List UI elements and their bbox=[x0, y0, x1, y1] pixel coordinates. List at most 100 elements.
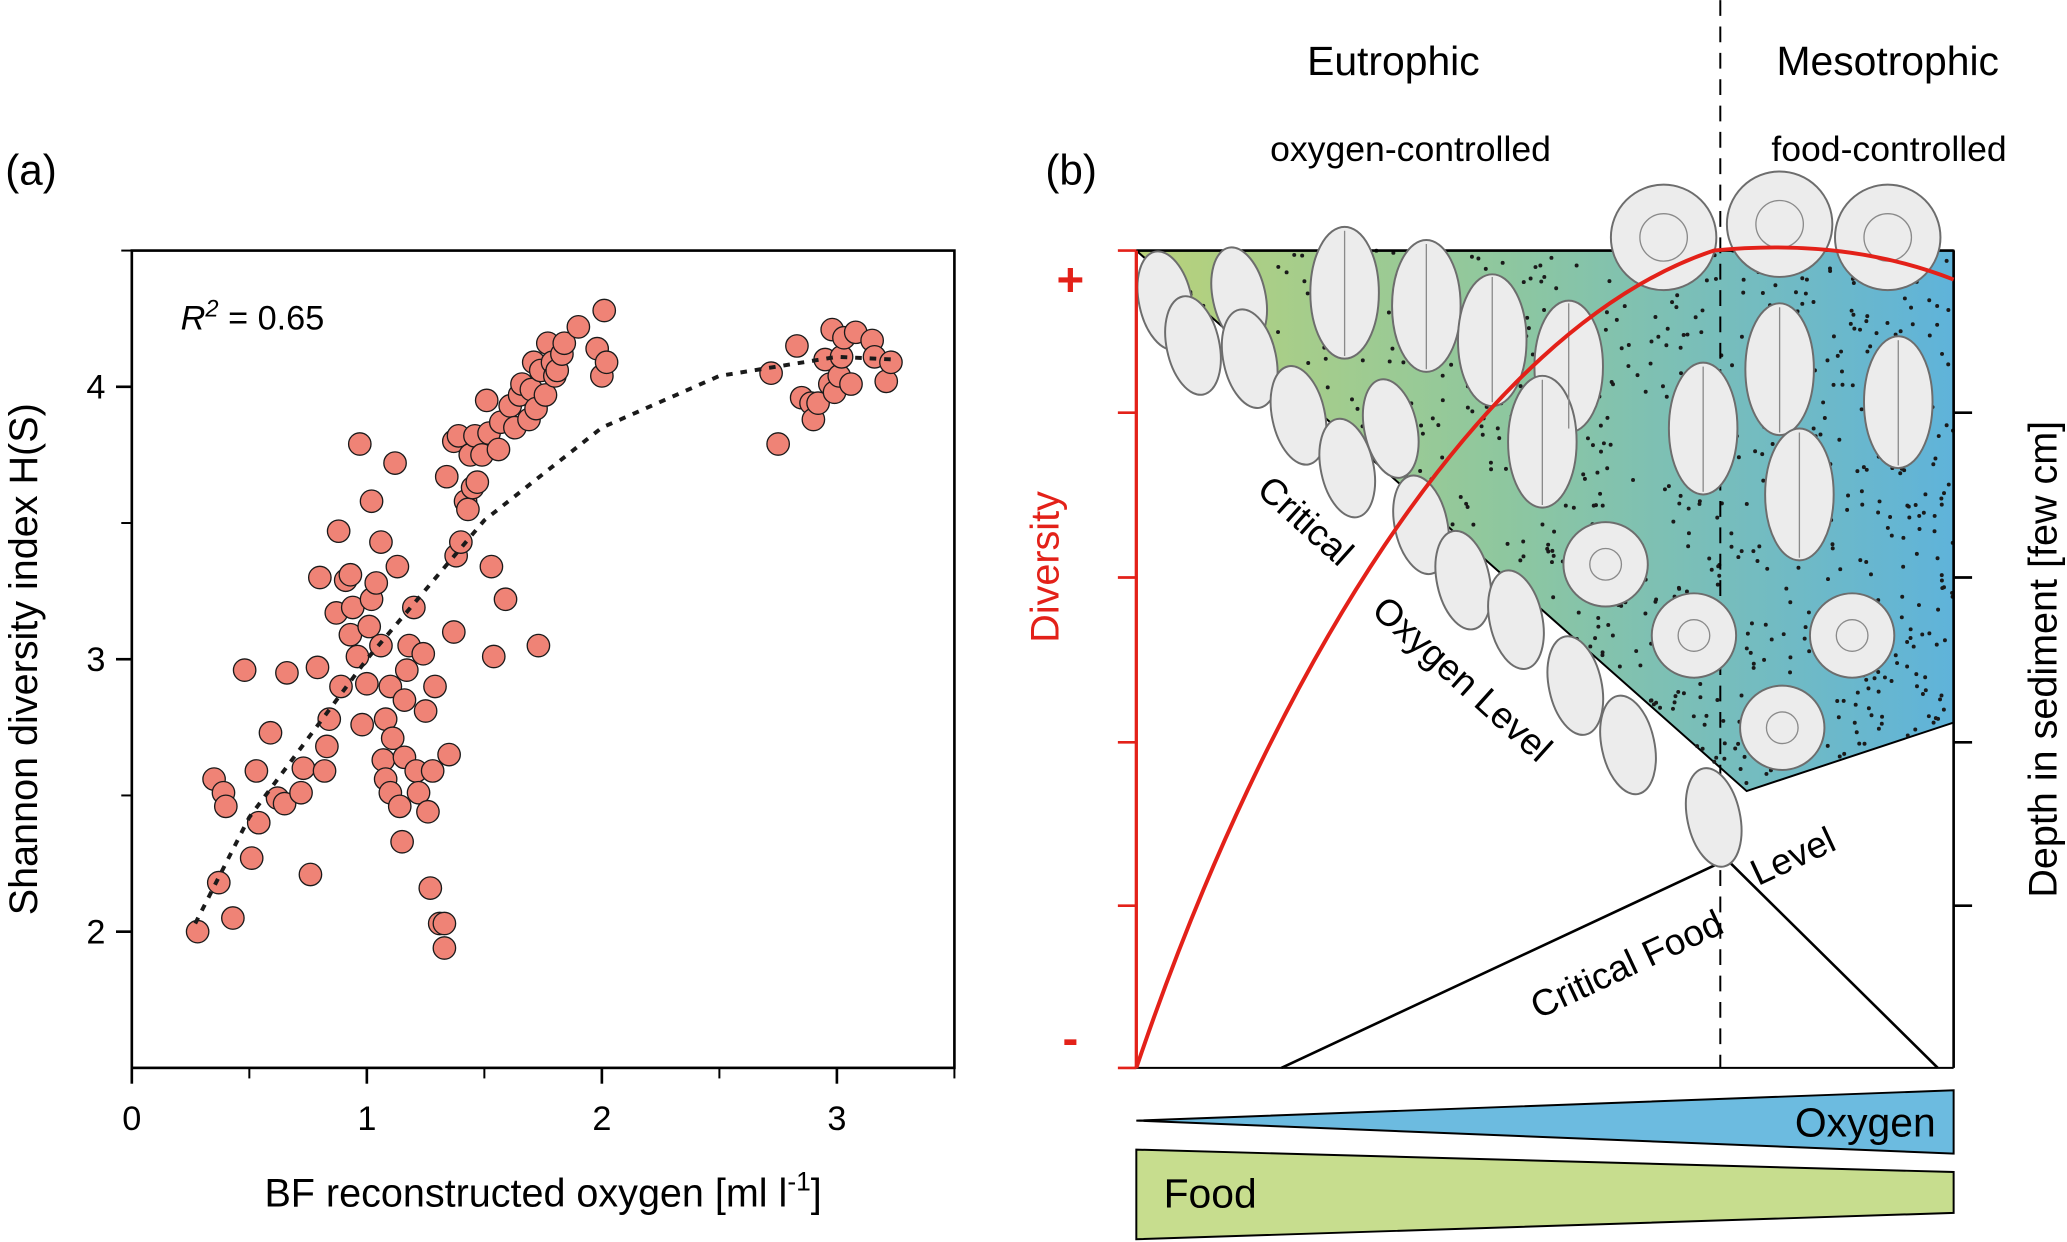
stipple-dot bbox=[1932, 529, 1937, 534]
stipple-dot bbox=[1595, 470, 1600, 475]
stipple-dot bbox=[1420, 431, 1425, 436]
food-wedge bbox=[1135, 1148, 1955, 1241]
stipple-dot bbox=[1483, 266, 1488, 271]
stipple-dot bbox=[1643, 611, 1648, 616]
stipple-dot bbox=[1551, 595, 1556, 600]
stipple-dot bbox=[1880, 714, 1885, 719]
stipple-dot bbox=[1757, 544, 1762, 549]
stipple-dot bbox=[1739, 334, 1744, 339]
stipple-dot bbox=[1879, 721, 1884, 726]
stipple-dot bbox=[1360, 358, 1365, 363]
data-point bbox=[806, 391, 830, 416]
stipple-dot bbox=[1839, 349, 1844, 354]
stipple-dot bbox=[1751, 661, 1756, 666]
stipple-dot bbox=[1741, 290, 1746, 295]
stipple-dot bbox=[1528, 276, 1533, 281]
stipple-dot bbox=[1306, 361, 1311, 365]
stipple-dot bbox=[1855, 469, 1860, 474]
stipple-dot bbox=[1917, 527, 1922, 531]
stipple-dot bbox=[1913, 503, 1918, 507]
stipple-dot bbox=[1638, 663, 1643, 668]
data-point bbox=[221, 906, 245, 930]
stipple-dot bbox=[1788, 670, 1793, 675]
stipple-dot bbox=[1693, 315, 1698, 320]
diagram: (b) Eutrophic oxygen-controlled Mesotrop… bbox=[1024, 0, 2065, 1241]
stipple-dot bbox=[1715, 697, 1720, 702]
stipple-dot bbox=[1751, 549, 1756, 554]
stipple-dot bbox=[1678, 345, 1683, 350]
stipple-dot bbox=[1601, 441, 1606, 446]
stipple-dot bbox=[1893, 653, 1898, 658]
stipple-dot bbox=[1552, 529, 1557, 534]
stipple-dot bbox=[1923, 675, 1928, 680]
stipple-dot bbox=[1596, 615, 1601, 620]
stipple-dot bbox=[1678, 493, 1683, 498]
stipple-dot bbox=[1855, 690, 1860, 695]
stipple-dot bbox=[1526, 326, 1531, 331]
stipple-dot bbox=[1739, 693, 1744, 698]
stipple-dot bbox=[1914, 672, 1919, 677]
stipple-dot bbox=[1729, 544, 1734, 549]
stipple-dot bbox=[1401, 360, 1406, 365]
stipple-dot bbox=[1739, 549, 1744, 554]
stipple-dot bbox=[1876, 726, 1881, 731]
stipple-dot bbox=[1935, 322, 1940, 327]
data-point bbox=[594, 350, 619, 375]
diversity-curve bbox=[1134, 245, 1955, 1069]
annotation: R2 = 0.65 bbox=[181, 296, 325, 337]
wedge-label: Food bbox=[1164, 1171, 1257, 1217]
stipple-dot bbox=[1796, 565, 1801, 570]
stipple-dot bbox=[1440, 373, 1445, 378]
stipple-dot bbox=[1656, 334, 1661, 339]
stipple-dot bbox=[1436, 423, 1441, 428]
stipple-dot bbox=[1736, 741, 1741, 746]
stipple-dot bbox=[1722, 741, 1727, 746]
stipple-dot bbox=[1489, 467, 1494, 472]
data-point bbox=[533, 383, 558, 407]
stipple-dot bbox=[1900, 594, 1905, 599]
stipple-dot bbox=[1811, 426, 1816, 431]
stipple-dot bbox=[1677, 586, 1682, 591]
column-title: Eutrophic bbox=[1307, 38, 1480, 84]
stipple-dot bbox=[1802, 636, 1807, 641]
wedge-label: Oxygen bbox=[1795, 1099, 1936, 1145]
stipple-dot bbox=[1876, 670, 1881, 674]
right-axis-ticks bbox=[1953, 411, 1973, 908]
stipple-dot bbox=[1831, 334, 1836, 339]
stipple-dot bbox=[1465, 405, 1470, 410]
stipple-dot bbox=[1276, 264, 1281, 269]
stipple-dot bbox=[1753, 449, 1758, 454]
stipple-dot bbox=[1926, 714, 1931, 719]
stipple-dot bbox=[1480, 432, 1485, 437]
stipple-dot bbox=[1818, 432, 1823, 437]
stipple-dot bbox=[1854, 730, 1859, 735]
stipple-dot bbox=[1749, 621, 1754, 626]
stipple-dot bbox=[1305, 291, 1310, 296]
data-point bbox=[401, 595, 426, 620]
stipple-dot bbox=[1681, 691, 1686, 696]
stipple-dot bbox=[1736, 555, 1741, 560]
data-point bbox=[416, 799, 440, 824]
stipple-dot bbox=[1634, 649, 1639, 654]
stipple-dot bbox=[1803, 291, 1808, 296]
stipple-dot bbox=[1800, 276, 1805, 281]
stipple-dot bbox=[1927, 631, 1932, 636]
stipple-dot bbox=[1538, 263, 1543, 268]
stipple-dot bbox=[1806, 610, 1811, 615]
stipple-dot bbox=[1859, 407, 1864, 412]
stipple-dot bbox=[1761, 478, 1766, 483]
stipple-dot bbox=[1563, 503, 1568, 508]
stipple-dot bbox=[1869, 572, 1873, 577]
stipple-dot bbox=[1571, 505, 1576, 510]
stipple-dot bbox=[1744, 501, 1749, 506]
stipple-dot bbox=[1607, 279, 1612, 284]
stipple-dot bbox=[1610, 633, 1615, 638]
stipple-dot bbox=[1876, 510, 1881, 515]
stipple-dot bbox=[1471, 522, 1476, 527]
stipple-dot bbox=[1942, 491, 1946, 496]
stipple-dot bbox=[1857, 741, 1862, 746]
stipple-dot bbox=[1465, 504, 1470, 509]
stipple-dot bbox=[1850, 383, 1855, 388]
stipple-dot bbox=[1907, 515, 1912, 520]
